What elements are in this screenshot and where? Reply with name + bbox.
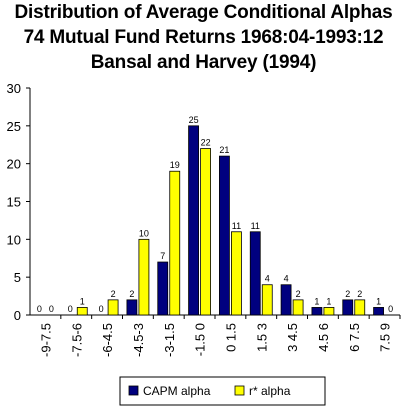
x-tick-label: -1.5 0 [193, 323, 208, 356]
bar-r-star-alpha [231, 231, 242, 316]
bar-capm-alpha [126, 299, 138, 316]
data-label-capm-alpha: 2 [129, 289, 134, 299]
x-tick-label: -7.5-6 [69, 323, 84, 357]
bar-r-star-alpha [76, 307, 88, 316]
data-label-r-star-alpha: 10 [139, 228, 149, 238]
data-label-capm-alpha: 1 [314, 296, 319, 306]
x-tick-label: -9-7.5 [38, 323, 53, 357]
data-label-r-star-alpha: 2 [111, 289, 116, 299]
data-label-r-star-alpha: 0 [388, 304, 393, 314]
data-label-capm-alpha: 7 [160, 251, 165, 261]
data-label-capm-alpha: 1 [376, 296, 381, 306]
data-label-r-star-alpha: 11 [232, 221, 241, 231]
y-tick-label: 20 [7, 157, 21, 172]
legend-label: CAPM alpha [143, 384, 211, 398]
data-label-r-star-alpha: 19 [170, 160, 180, 170]
bar-r-star-alpha [138, 238, 150, 316]
x-tick-label: 6 7.5 [347, 323, 362, 352]
data-label-r-star-alpha: 4 [265, 274, 270, 284]
data-label-capm-alpha: 25 [189, 115, 199, 125]
data-label-capm-alpha: 0 [37, 304, 42, 314]
y-tick-label: 30 [7, 81, 21, 96]
x-tick-label: 1.5 3 [254, 323, 269, 352]
chart-title-line-2: 74 Mutual Fund Returns 1968:04-1993:12 [23, 27, 384, 48]
data-label-capm-alpha: 11 [251, 221, 260, 231]
data-label-r-star-alpha: 1 [326, 296, 331, 306]
bar-capm-alpha [157, 261, 169, 316]
data-label-r-star-alpha: 1 [80, 296, 85, 306]
chart-title-line-3: Bansal and Harvey (1994) [90, 52, 317, 73]
bar-r-star-alpha [292, 299, 304, 316]
bar-capm-alpha [311, 307, 323, 316]
legend-swatch [128, 385, 139, 396]
data-label-capm-alpha: 2 [345, 289, 350, 299]
y-tick-label: 25 [7, 119, 21, 134]
x-tick-label: 3 4.5 [285, 323, 300, 352]
bar-capm-alpha [219, 155, 230, 316]
x-tick-label: -4.5-3 [131, 323, 146, 357]
data-label-r-star-alpha: 2 [296, 289, 301, 299]
bar-capm-alpha [188, 125, 199, 316]
x-tick-label: 7.5 9 [378, 323, 393, 352]
x-tick-label: -6-4.5 [100, 323, 115, 357]
data-label-r-star-alpha: 0 [49, 304, 54, 314]
bar-capm-alpha [373, 307, 384, 316]
bar-r-star-alpha [323, 307, 335, 316]
x-tick-label: 0 1.5 [223, 323, 238, 352]
y-tick-label: 15 [7, 195, 21, 210]
x-tick-label: 4.5 6 [316, 323, 331, 352]
data-label-capm-alpha: 0 [68, 304, 73, 314]
bar-capm-alpha [280, 284, 292, 316]
legend-label: r* alpha [249, 384, 291, 398]
data-label-r-star-alpha: 2 [357, 289, 362, 299]
bar-r-star-alpha [200, 148, 211, 316]
legend-swatch [234, 385, 245, 396]
y-tick-label: 5 [14, 270, 21, 285]
bar-r-star-alpha [261, 284, 273, 316]
bar-r-star-alpha [354, 299, 366, 316]
bar-r-star-alpha [107, 299, 119, 316]
chart-title-line-1: Distribution of Average Conditional Alph… [14, 2, 393, 23]
bar-r-star-alpha [169, 170, 181, 316]
data-label-capm-alpha: 21 [219, 145, 229, 155]
data-label-r-star-alpha: 22 [201, 138, 211, 148]
data-label-capm-alpha: 0 [99, 304, 104, 314]
legend-box [119, 376, 326, 406]
y-tick-label: 0 [14, 308, 21, 323]
bar-capm-alpha [342, 299, 354, 316]
x-tick-label: -3-1.5 [162, 323, 177, 357]
data-label-capm-alpha: 4 [284, 274, 289, 284]
y-tick-label: 10 [7, 232, 21, 247]
bar-capm-alpha [249, 231, 261, 316]
